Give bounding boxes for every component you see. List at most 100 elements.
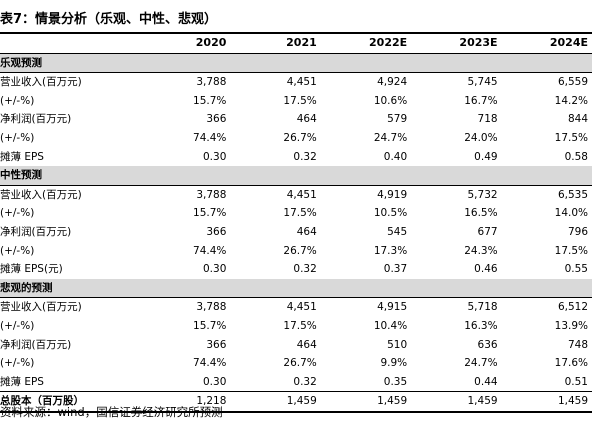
value-cell: 5,732 [467,188,498,201]
value-cell: 464 [296,338,317,351]
value-cell: 0.40 [383,150,408,163]
value-cell: 1,459 [501,391,592,413]
value-cell: 26.7% [283,131,317,144]
value-cell: 0.30 [203,263,227,276]
value-cell: 17.5% [283,94,317,107]
value-cell: 17.3% [373,244,408,257]
row-label: (+/-%) [0,94,35,107]
header-cell-2021: 2021 [230,31,321,54]
value-cell: 1,459 [411,391,502,413]
value-cell: 17.5% [554,131,588,144]
value-cell: 677 [477,225,498,238]
row-label: 总股本（百万股） [0,391,140,413]
value-cell: 16.7% [464,94,498,107]
value-cell: 10.5% [373,207,408,220]
value-cell: 636 [477,338,498,351]
section-heading: 中性预测 [0,166,592,186]
table-row: 净利润(百万元) 366 464 579 718 844 [0,110,592,129]
value-cell: 4,924 [377,76,408,89]
value-cell: 796 [567,225,588,238]
value-cell: 6,559 [557,76,588,89]
section-heading: 乐观预测 [0,53,592,74]
value-cell: 0.32 [293,150,317,163]
header-cell-2022e: 2022E [320,31,412,54]
value-cell: 17.5% [283,207,317,220]
value-cell: 1,459 [230,391,321,413]
table-title: 表7：情景分析（乐观、中性、悲观） [0,12,218,27]
row-label: 营业收入(百万元) [0,76,82,89]
value-cell: 718 [477,113,498,126]
value-cell: 0.32 [293,375,317,388]
value-cell: 4,451 [286,188,317,201]
row-label: 摊薄 EPS(元) [0,263,63,276]
value-cell: 366 [206,113,227,126]
section-heading-row: 中性预测 [0,166,592,186]
value-cell: 10.6% [373,94,408,107]
value-cell: 24.7% [464,357,498,370]
table-row: 摊薄 EPS(元) 0.30 0.32 0.37 0.46 0.55 [0,260,592,279]
header-row: 2020 2021 2022E 2023E 2024E [0,31,592,54]
value-cell: 24.0% [464,131,498,144]
scenario-table: 2020 2021 2022E 2023E 2024E 乐观预测 营业收入(百万元… [0,31,592,413]
value-cell: 0.32 [293,263,317,276]
table-row: 营业收入(百万元) 3,788 4,451 4,915 5,718 6,512 [0,298,592,317]
value-cell: 26.7% [283,357,317,370]
value-cell: 5,745 [467,76,498,89]
table-row: (+/-%) 74.4% 26.7% 24.7% 24.0% 17.5% [0,129,592,148]
row-label: (+/-%) [0,131,35,144]
header-cell-2024e: 2024E [501,31,592,54]
value-cell: 0.44 [474,375,498,388]
row-label: 净利润(百万元) [0,338,72,351]
header-cell-2020: 2020 [140,31,231,54]
header-cell-2023e: 2023E [411,31,502,54]
value-cell: 0.30 [203,375,227,388]
value-cell: 17.5% [283,319,317,332]
section-heading-row: 悲观的预测 [0,278,592,299]
row-label: 净利润(百万元) [0,113,72,126]
table-row: (+/-%) 15.7% 17.5% 10.4% 16.3% 13.9% [0,317,592,336]
value-cell: 510 [387,338,408,351]
row-label: 摊薄 EPS [0,150,44,163]
table-row: (+/-%) 15.7% 17.5% 10.5% 16.5% 14.0% [0,204,592,223]
total-shares-row: 总股本（百万股） 1,218 1,459 1,459 1,459 1,459 [0,391,592,413]
value-cell: 0.51 [564,375,588,388]
value-cell: 464 [296,113,317,126]
value-cell: 26.7% [283,244,317,257]
row-label: 净利润(百万元) [0,225,72,238]
value-cell: 6,512 [557,301,588,314]
value-cell: 464 [296,225,317,238]
value-cell: 14.0% [554,207,588,220]
value-cell: 24.7% [373,131,408,144]
value-cell: 17.5% [554,244,588,257]
row-label: (+/-%) [0,244,35,257]
value-cell: 0.46 [474,263,498,276]
value-cell: 844 [567,113,588,126]
row-label: (+/-%) [0,207,35,220]
value-cell: 15.7% [193,94,227,107]
value-cell: 0.30 [203,150,227,163]
row-label: 营业收入(百万元) [0,301,82,314]
value-cell: 9.9% [380,357,408,370]
value-cell: 15.7% [193,207,227,220]
value-cell: 4,451 [286,76,317,89]
value-cell: 1,218 [140,391,231,413]
value-cell: 24.3% [464,244,498,257]
row-label: 营业收入(百万元) [0,188,82,201]
value-cell: 15.7% [193,319,227,332]
table-row: (+/-%) 15.7% 17.5% 10.6% 16.7% 14.2% [0,92,592,111]
header-cell-label [0,31,140,54]
value-cell: 0.37 [383,263,408,276]
section-heading-row: 乐观预测 [0,53,592,74]
value-cell: 1,459 [320,391,412,413]
value-cell: 579 [387,113,408,126]
value-cell: 4,451 [286,301,317,314]
value-cell: 5,718 [467,301,498,314]
table-row: 营业收入(百万元) 3,788 4,451 4,924 5,745 6,559 [0,73,592,92]
value-cell: 3,788 [196,76,227,89]
value-cell: 748 [567,338,588,351]
value-cell: 74.4% [193,357,227,370]
value-cell: 0.35 [383,375,408,388]
source-note: 资料来源：wind，国信证券经济研究所预测 [0,405,223,419]
row-label: 摊薄 EPS [0,375,44,388]
section-heading: 悲观的预测 [0,278,592,299]
